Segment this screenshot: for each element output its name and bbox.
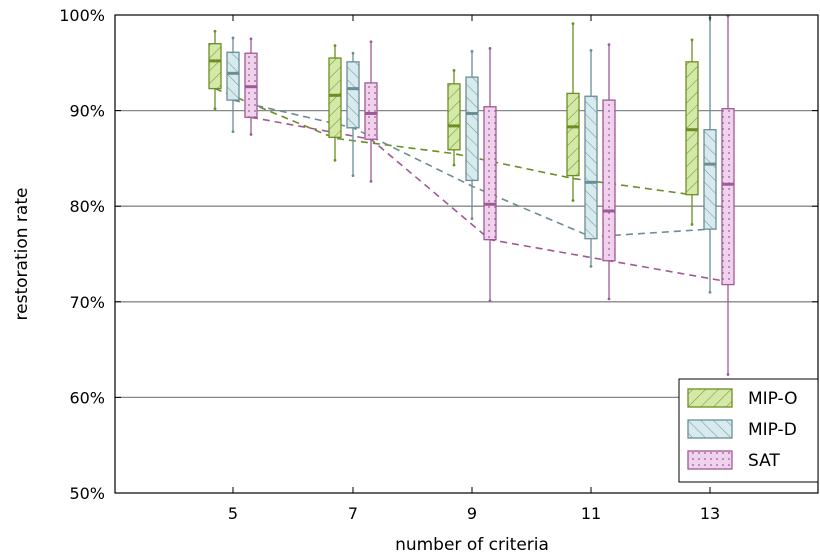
legend-item-mip-o: MIP-O [687, 388, 798, 409]
whisker-cap-upper [231, 36, 235, 40]
whisker-cap-lower [470, 217, 474, 221]
box-body [566, 92, 580, 177]
y-tick-label-70: 70% [69, 293, 105, 312]
box-sat-13 [721, 14, 735, 376]
x-tick-label-13: 13 [700, 504, 720, 523]
whisker-cap-lower [213, 107, 217, 111]
legend-item-mip-d: MIP-D [687, 419, 797, 440]
x-tick-label-7: 7 [348, 504, 358, 523]
whisker-cap-lower [708, 290, 712, 294]
plot-area-frame [114, 14, 819, 494]
box-sat-5 [244, 37, 258, 136]
box-body [465, 76, 479, 182]
box-sat-9 [483, 47, 497, 303]
box-sat-7 [364, 40, 378, 183]
boxes [208, 14, 735, 376]
box-mip-o-11 [566, 22, 580, 202]
whisker-cap-upper [690, 38, 694, 42]
whisker-cap-lower [351, 174, 355, 178]
box-body [447, 83, 461, 151]
whisker-cap-lower [249, 133, 253, 136]
x-tick-label-5: 5 [228, 504, 238, 523]
axis-ticks: 50% 60% 70% 80% 90% 100% 5 7 9 11 13 [59, 6, 818, 523]
box-body [328, 57, 342, 139]
whisker-cap-upper [470, 49, 474, 53]
whisker-cap-upper [607, 43, 611, 47]
box-mip-o-5 [208, 29, 222, 111]
box-body [208, 43, 222, 90]
legend-item-sat: SAT [687, 450, 780, 471]
whisker-cap-upper [351, 51, 355, 55]
box-body [364, 82, 378, 140]
box-body [584, 95, 598, 240]
whisker-cap-upper [369, 40, 373, 44]
legend-label-mip-d: MIP-D [748, 420, 797, 440]
whisker-cap-lower [589, 265, 593, 268]
whisker-cap-lower [231, 130, 235, 134]
box-body [483, 106, 497, 241]
legend: MIP-O MIP-D SAT [678, 378, 819, 483]
box-sat-11 [602, 43, 616, 301]
x-tick-label-9: 9 [467, 504, 477, 523]
box-mip-o-13 [685, 38, 699, 226]
legend-swatch [687, 388, 733, 408]
box-mip-d-13 [703, 16, 717, 294]
whisker-cap-lower [571, 199, 575, 202]
whisker-cap-upper [589, 48, 593, 52]
box-mip-d-9 [465, 49, 479, 221]
y-tick-label-80: 80% [69, 197, 105, 216]
box-body [703, 129, 717, 230]
whisker-cap-lower [690, 222, 694, 226]
whisker-cap-upper [488, 47, 492, 50]
legend-swatch [687, 419, 733, 439]
box-body [226, 51, 240, 101]
whisker-cap-upper [249, 37, 253, 41]
box-body [721, 108, 735, 286]
legend-swatch [687, 450, 733, 470]
whisker-cap-lower [607, 297, 611, 301]
legend-label-mip-o: MIP-O [748, 389, 798, 409]
legend-label-sat: SAT [748, 451, 780, 471]
whisker-cap-upper [213, 29, 217, 33]
box-mip-d-7 [346, 51, 360, 178]
y-tick-label-60: 60% [69, 388, 105, 407]
whisker-cap-lower [369, 179, 373, 183]
whisker-cap-lower [488, 299, 492, 303]
whisker-cap-lower [333, 158, 337, 162]
whisker-cap-upper [571, 22, 575, 26]
box-body [346, 61, 360, 129]
x-axis-title: number of criteria [395, 535, 549, 555]
box-mip-d-11 [584, 48, 598, 268]
y-tick-label-100: 100% [59, 6, 105, 25]
whisker-cap-upper [333, 44, 337, 47]
y-tick-label-50: 50% [69, 484, 105, 503]
y-tick-label-90: 90% [69, 102, 105, 121]
y-axis-title: restoration rate [12, 188, 32, 321]
x-tick-label-11: 11 [581, 504, 601, 523]
box-mip-d-5 [226, 36, 240, 134]
box-mip-o-9 [447, 69, 461, 167]
box-body [602, 99, 616, 262]
whisker-cap-lower [452, 163, 456, 167]
whisker-cap-upper [452, 69, 456, 72]
whisker-cap-lower [726, 373, 730, 376]
box-mip-o-7 [328, 44, 342, 162]
